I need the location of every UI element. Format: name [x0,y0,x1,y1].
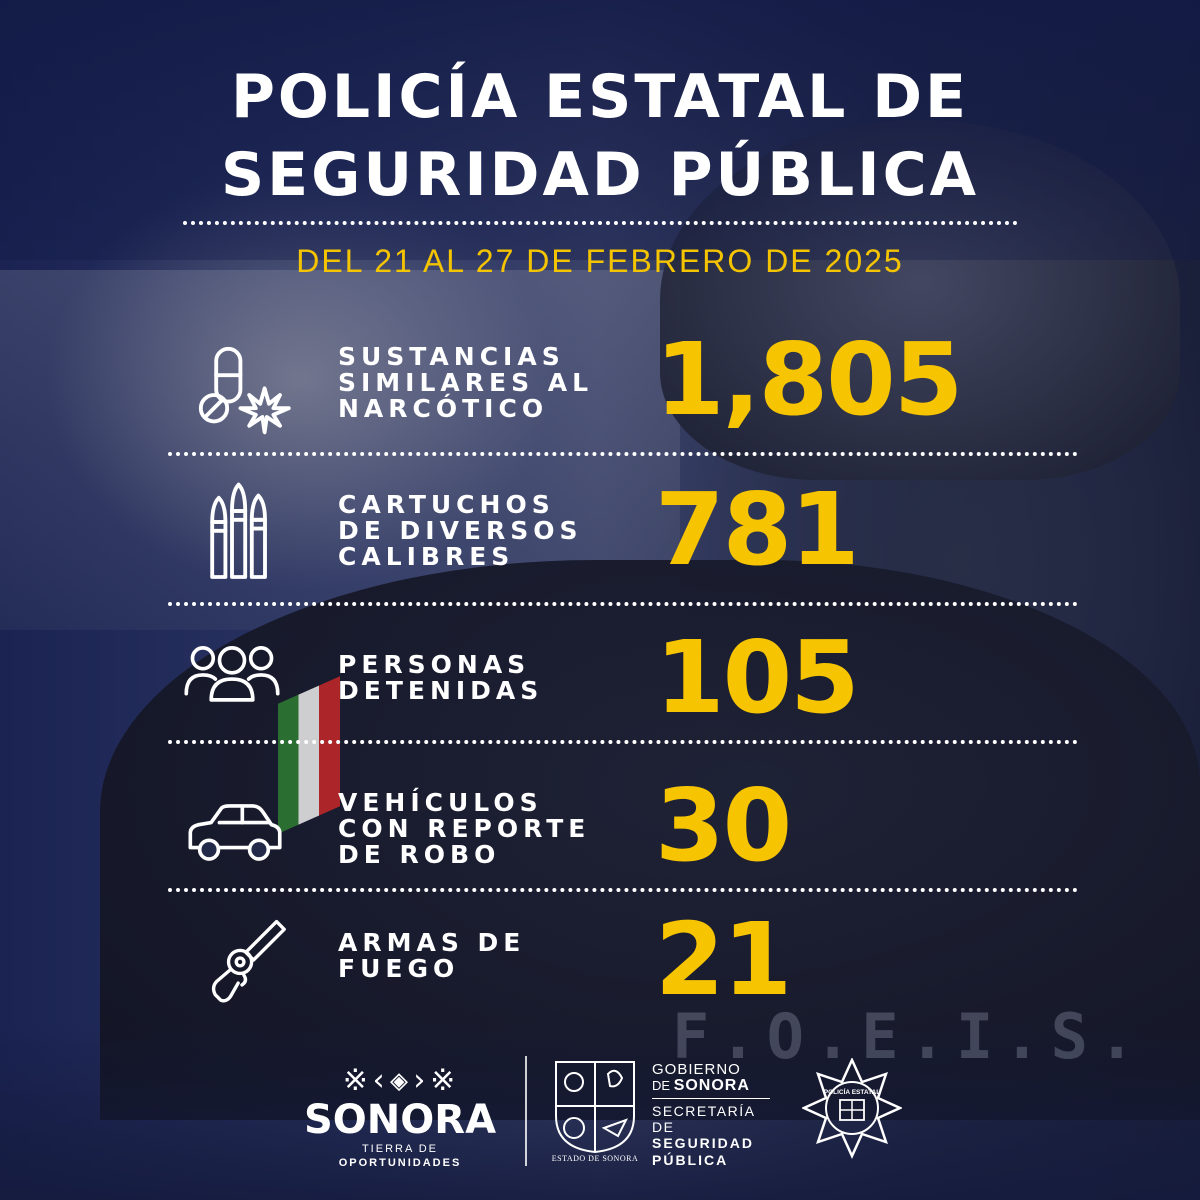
background-foeis-text: F.O.E.I.S. [672,1000,1146,1073]
stat-value-cartridges: 781 [655,471,860,588]
stat-row-firearms: ARMAS DE FUEGO 21 [180,901,1080,1018]
police-badge-icon: POLICÍA ESTATAL [800,1056,904,1174]
footer-divider [525,1056,527,1166]
stat-row-cartridges: CARTUCHOS DE DIVERSOS CALIBRES 781 [180,471,1080,588]
stat-row-substances: SUSTANCIAS SIMILARES AL NARCÓTICO 1,805 [180,330,1080,440]
date-range: DEL 21 AL 27 DE FEBRERO DE 2025 [296,243,904,279]
secretaria-line-2: SEGURIDAD [652,1135,755,1151]
shield-caption: ESTADO DE SONORA [551,1154,639,1163]
title-divider [183,221,1018,225]
row-divider [168,888,1078,892]
stat-label-vehicles: VEHÍCULOS CON REPORTE DE ROBO [338,788,591,869]
stat-value-vehicles: 30 [655,767,792,884]
car-icon [182,778,286,888]
secretaria-line-3: PÚBLICA [652,1152,729,1168]
stat-label-substances: SUSTANCIAS SIMILARES AL NARCÓTICO [338,342,594,423]
state-shield-icon [548,1056,642,1166]
gov-line-1: GOBIERNO [652,1061,741,1078]
sonora-wordmark: SONORA [303,1097,497,1143]
badge-text: POLICÍA ESTATAL [824,1087,880,1096]
government-logo: GOBIERNO DE SONORA SECRETARÍA DE SEGURID… [652,1062,782,1168]
sonora-brand-logo: ※‹◈›※ SONORA TIERRA DE OPORTUNIDADES [300,1064,500,1170]
stat-row-detained: PERSONAS DETENIDAS 105 [180,619,1080,736]
revolver-icon [194,912,290,1008]
stat-value-detained: 105 [655,619,860,736]
gov-line-2: DE SONORA [652,1077,750,1094]
title-line-1: POLICÍA ESTATAL DE [230,62,970,132]
stat-label-firearms: ARMAS DE FUEGO [338,928,526,983]
stat-label-cartridges: CARTUCHOS DE DIVERSOS CALIBRES [338,490,583,571]
gov-divider [652,1098,770,1099]
sonora-pattern-icon: ※‹◈›※ [342,1063,458,1098]
footer-logos: ※‹◈›※ SONORA TIERRA DE OPORTUNIDADES EST… [0,1050,1200,1180]
row-divider [168,452,1078,456]
stat-value-firearms: 21 [655,901,792,1018]
title-line-2: SEGURIDAD PÚBLICA [220,140,980,210]
sonora-tagline: TIERRA DE OPORTUNIDADES [338,1143,462,1169]
stat-label-detained: PERSONAS DETENIDAS [338,650,544,705]
pill-cannabis-icon [192,340,302,450]
row-divider [168,602,1078,606]
people-group-icon [180,622,284,732]
secretaria-line-1: SECRETARÍA DE [652,1103,755,1135]
page-title: POLICÍA ESTATAL DE SEGURIDAD PÚBLICA [0,58,1200,214]
bullets-icon [188,478,298,588]
row-divider [168,740,1078,744]
stat-row-vehicles: VEHÍCULOS CON REPORTE DE ROBO 30 [180,770,1080,876]
stat-value-substances: 1,805 [655,321,963,438]
